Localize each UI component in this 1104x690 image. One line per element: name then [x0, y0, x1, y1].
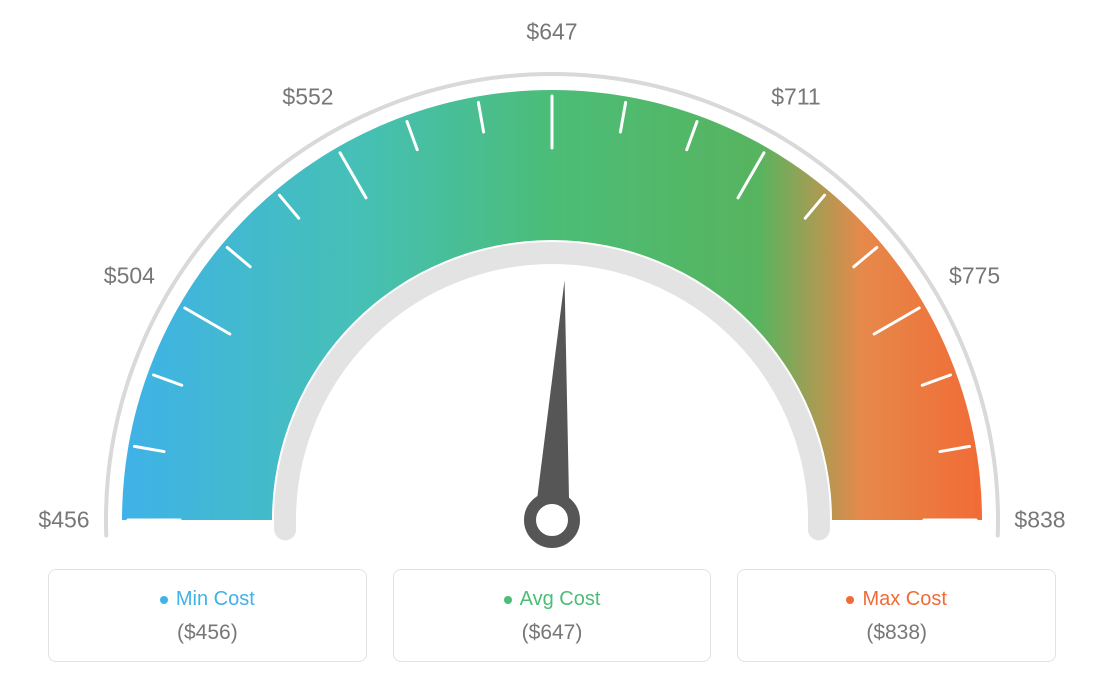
max-cost-title-text: Max Cost: [862, 588, 946, 611]
gauge-tick-label: $711: [771, 84, 820, 111]
cost-gauge: $456 $504 $552 $647 $711 $775 $838: [0, 0, 1104, 560]
gauge-tick-label: $456: [38, 507, 89, 534]
summary-cards: Min Cost ($456) Avg Cost ($647) Max Cost…: [48, 569, 1056, 662]
gauge-tick-label: $647: [526, 19, 577, 46]
dot-icon: [160, 596, 168, 604]
avg-cost-title: Avg Cost: [504, 588, 601, 611]
dot-icon: [504, 596, 512, 604]
max-cost-card: Max Cost ($838): [737, 569, 1056, 662]
gauge-tick-label: $552: [282, 84, 333, 111]
avg-cost-card: Avg Cost ($647): [393, 569, 712, 662]
min-cost-card: Min Cost ($456): [48, 569, 367, 662]
gauge-tick-label: $775: [949, 263, 1000, 290]
avg-cost-value: ($647): [404, 621, 701, 645]
max-cost-title: Max Cost: [846, 588, 946, 611]
gauge-tick-label: $838: [1014, 507, 1065, 534]
dot-icon: [846, 596, 854, 604]
min-cost-value: ($456): [59, 621, 356, 645]
gauge-svg: [0, 0, 1104, 560]
max-cost-value: ($838): [748, 621, 1045, 645]
min-cost-title-text: Min Cost: [176, 588, 255, 611]
min-cost-title: Min Cost: [160, 588, 255, 611]
gauge-tick-label: $504: [104, 263, 155, 290]
avg-cost-title-text: Avg Cost: [520, 588, 601, 611]
